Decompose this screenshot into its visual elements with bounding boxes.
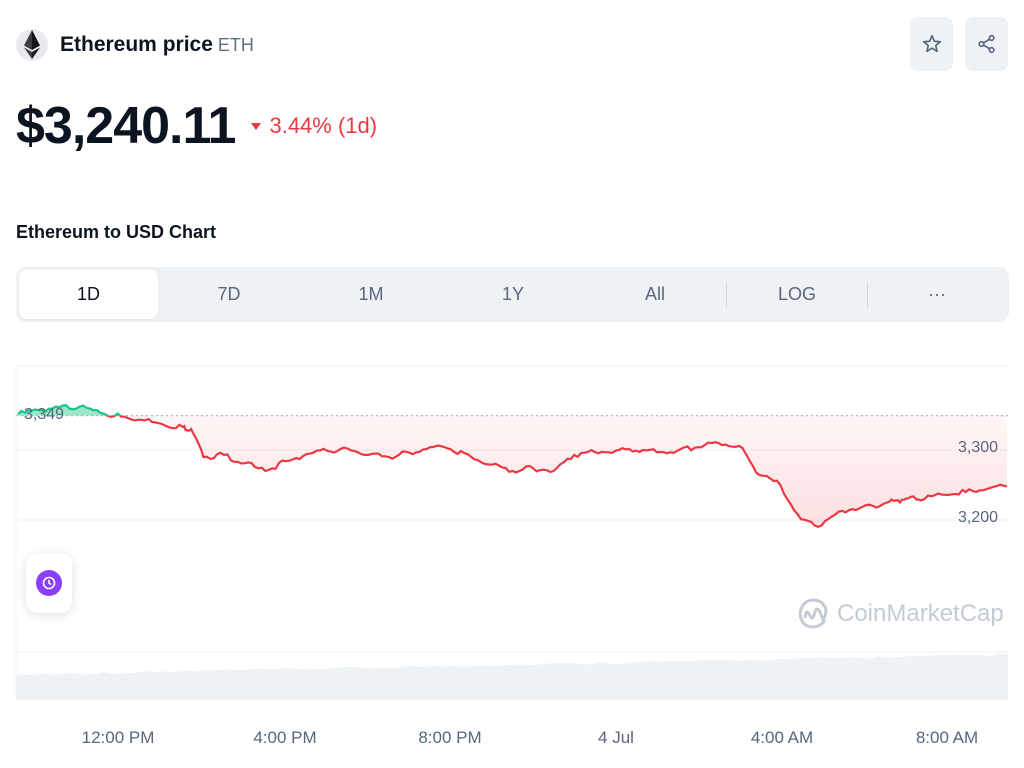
price-row: $3,240.11 3.44% (1d) [16,96,377,156]
price-line-down [105,415,1008,528]
volume-bars [16,653,1008,700]
y-tick-label: 3,300 [958,439,999,456]
tab-1d[interactable]: 1D [19,270,158,319]
x-tick-label: 8:00 AM [915,728,979,747]
volume-area [16,653,1008,700]
x-tick-label: 12:00 PM [81,728,155,747]
price-change: 3.44% (1d) [251,113,377,139]
x-tick-label: 4:00 AM [750,728,814,747]
star-icon [922,34,941,53]
current-price: $3,240.11 [16,97,236,155]
tab-all[interactable]: All [644,284,665,304]
tab-1m[interactable]: 1M [358,284,384,304]
tab-log[interactable]: LOG [777,284,816,304]
history-button[interactable] [26,553,72,613]
y-tick-label: 3,200 [958,509,999,526]
chart-line [17,404,1008,528]
reference-price-label: 3,349 [24,405,65,423]
triangle-down-icon [251,122,262,130]
watermark-text: CoinMarketCap [837,600,1004,627]
x-tick-label: 4:00 PM [253,728,317,747]
coin-header: Ethereum price ETH [16,24,254,66]
coin-symbol: ETH [217,34,254,55]
x-tick-label: 4 Jul [598,728,634,747]
coin-name: Ethereum price [60,33,213,56]
history-clock-icon [36,570,62,596]
share-button[interactable] [965,17,1008,71]
price-chart-svg [15,365,1008,700]
area-below-reference [107,415,1007,527]
time-range-tabs: 1D 7D 1M 1Y All LOG ··· [16,267,1009,322]
ethereum-logo-icon [16,29,48,61]
header-actions [910,17,1008,71]
tab-1y[interactable]: 1Y [501,284,525,304]
tab-7d[interactable]: 7D [217,284,241,304]
tab-more[interactable]: ··· [928,284,946,304]
coinmarketcap-watermark: CoinMarketCap [797,596,1004,632]
tab-divider [867,281,868,308]
watchlist-star-button[interactable] [910,17,953,71]
share-icon [977,34,995,54]
coinmarketcap-logo-icon [798,598,828,629]
chart-title: Ethereum to USD Chart [16,222,217,242]
price-chart[interactable]: 3,349 3,300 3,200 12:00 PM 4:00 PM 8:00 … [0,360,1024,768]
x-tick-label: 8:00 PM [418,728,482,747]
price-change-value: 3.44% (1d) [269,113,378,138]
tab-divider [726,281,727,308]
